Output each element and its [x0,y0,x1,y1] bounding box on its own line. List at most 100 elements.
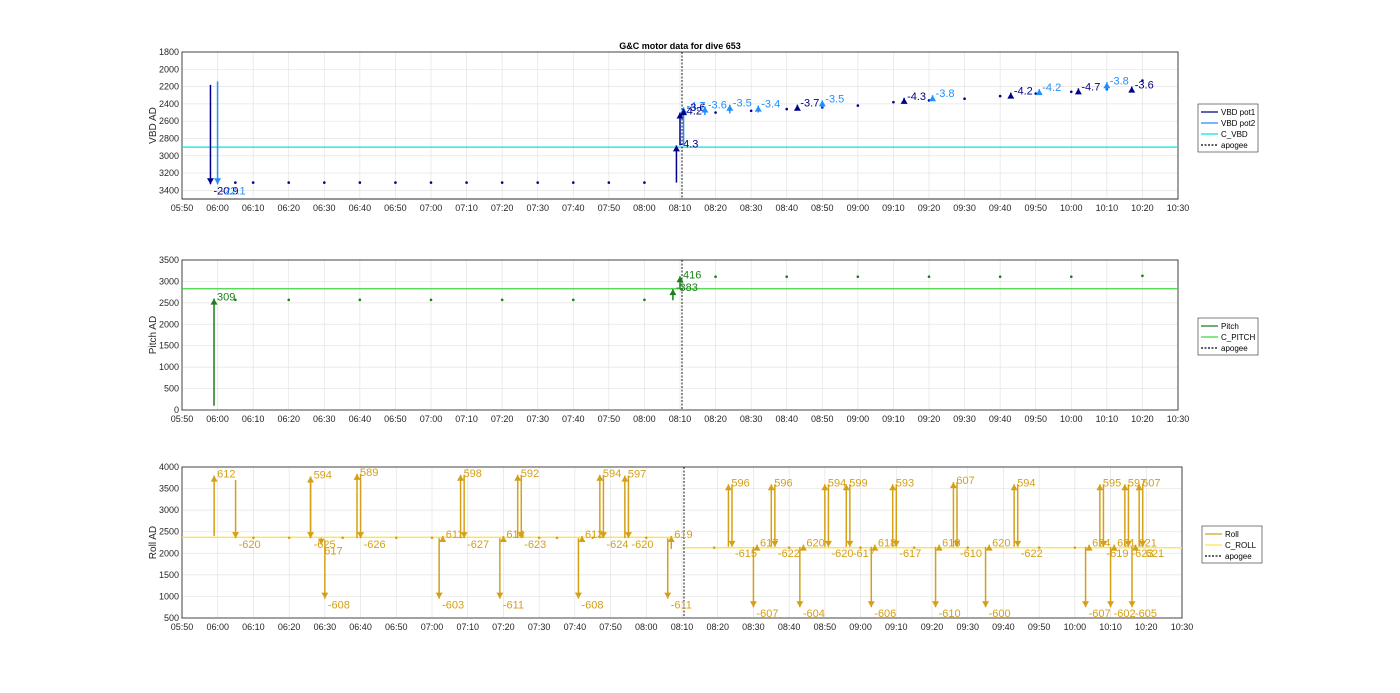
data-point [749,109,753,113]
data-point [341,536,345,540]
move-arrowhead [496,592,504,599]
data-label: 620 [992,538,1010,550]
y-tick-label: 3400 [159,185,179,195]
data-label: -619 [1106,548,1128,560]
x-tick-label: 06:20 [278,622,301,632]
x-tick-label: 07:50 [598,203,621,213]
move-arrowhead [599,532,607,539]
data-label: -3.7 [800,98,819,110]
data-label: 416 [683,269,701,281]
data-point [571,181,575,184]
move-arrowhead [1096,484,1104,491]
data-point [394,181,397,184]
data-label: 594 [314,469,332,481]
move-arrowhead [232,532,240,539]
x-tick-label: 06:50 [385,622,408,632]
x-tick-label: 10:30 [1171,622,1194,632]
x-tick-label: 09:30 [953,203,976,213]
data-point [252,536,255,540]
data-label: -623 [1131,548,1153,560]
move-arrowhead [867,601,875,608]
data-label: 618 [942,538,960,550]
y-tick-label: 2500 [159,298,179,308]
data-label: -3.8 [936,88,955,100]
x-tick-label: 06:40 [349,203,372,213]
y-tick-label: 2000 [159,548,179,558]
data-label: 614 [506,529,524,541]
x-tick-label: 06:10 [242,622,265,632]
data-label: -600 [989,608,1011,620]
move-arrowhead [667,536,675,543]
data-point [358,298,362,302]
data-point [714,275,717,279]
data-label: -603 [442,600,464,612]
x-tick-label: 08:10 [669,203,692,213]
data-label: 617 [760,538,778,550]
move-arrowhead [728,540,736,547]
data-point [234,181,237,184]
y-tick-label: 500 [164,384,179,394]
data-point [287,298,291,302]
data-point [712,546,716,549]
move-arrowhead [1124,540,1132,547]
data-point [892,100,895,104]
data-label: -620 [239,539,261,551]
data-label: 597 [1128,477,1146,489]
data-label: -3.6 [708,99,727,111]
data-label: 621 [1146,548,1164,560]
data-point [429,298,433,302]
move-arrowhead [842,484,850,491]
x-tick-label: 07:50 [599,622,622,632]
legend-entry: apogee [1221,141,1248,150]
x-tick-label: 09:40 [989,203,1012,213]
x-tick-label: 09:10 [885,622,908,632]
data-point [1069,90,1073,94]
move-arrowhead [793,104,801,111]
move-arrowhead [932,601,940,608]
data-point [785,275,789,279]
data-label: -606 [874,608,896,620]
data-point [643,298,646,302]
move-arrowhead [771,540,779,547]
y-axis-label: VBD AD [148,107,159,144]
data-point [251,181,255,184]
x-tick-label: 06:50 [384,203,407,213]
data-label: -3.5 [733,98,752,110]
x-tick-label: 06:20 [277,203,300,213]
move-arrowhead [664,592,672,599]
data-label: -622 [778,548,800,560]
data-point [607,181,611,184]
legend-entry: C_PITCH [1221,333,1255,342]
data-label: -4.3 [907,91,926,103]
data-label: -3.6 [1135,80,1154,92]
x-tick-label: 06:00 [206,414,229,424]
y-tick-label: 0 [174,405,179,415]
data-label: -611 [671,600,692,612]
x-tick-label: 08:10 [669,414,692,424]
x-tick-label: 08:00 [633,203,656,213]
data-label: -623 [524,539,546,551]
data-point [927,275,931,279]
data-point [643,181,646,184]
move-arrowhead [517,532,525,539]
data-point [358,181,362,184]
data-label: 597 [628,469,646,481]
x-tick-label: 08:30 [740,203,763,213]
move-arrowhead [818,100,826,107]
move-arrowhead [796,601,804,608]
data-label: -4.7 [687,100,706,112]
legend-entry: C_VBD [1221,130,1248,139]
move-arrowhead [357,532,365,539]
data-label: -3.4 [761,99,780,111]
x-tick-label: 08:40 [778,622,801,632]
move-arrowhead [929,95,937,102]
data-label: 589 [360,467,378,479]
move-arrowhead [935,544,943,551]
x-tick-label: 07:20 [491,203,514,213]
x-tick-label: 08:30 [742,622,765,632]
data-label: 611 [446,529,464,541]
data-label: -607 [1089,608,1111,620]
data-point [430,536,434,540]
